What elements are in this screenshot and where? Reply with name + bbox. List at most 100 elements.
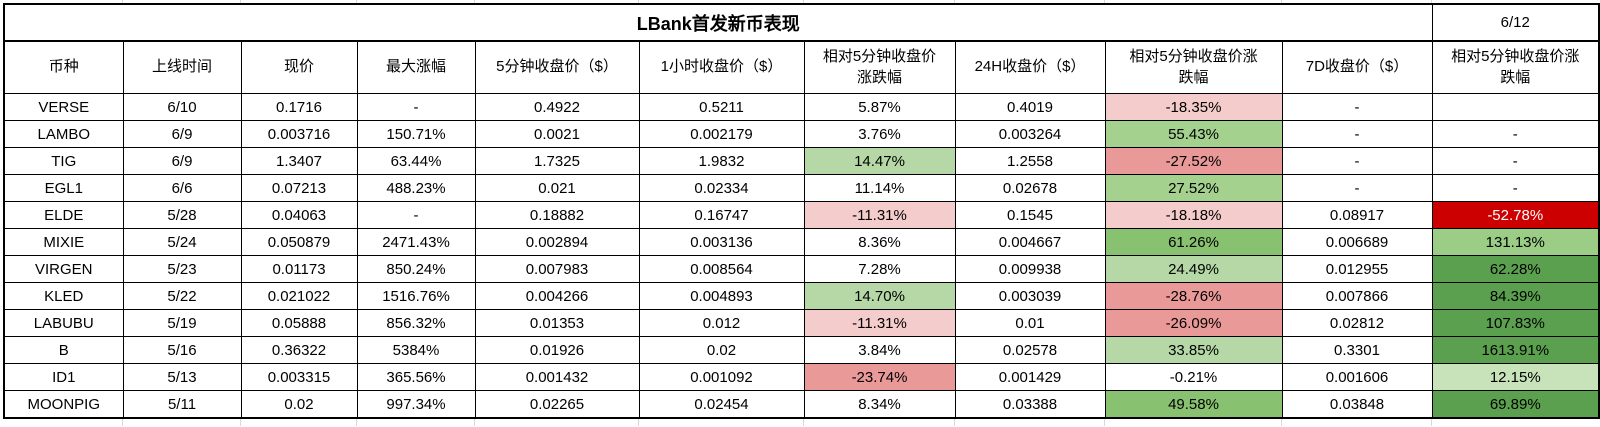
table-cell[interactable]: 107.83%	[1431, 309, 1600, 337]
table-cell[interactable]: 5/28	[122, 201, 242, 229]
table-cell[interactable]: ELDE	[3, 201, 124, 229]
table-cell[interactable]: 1.2558	[954, 147, 1106, 175]
table-cell[interactable]: 11.14%	[803, 174, 956, 202]
table-cell[interactable]: 69.89%	[1431, 390, 1600, 419]
table-cell[interactable]: 1.3407	[240, 147, 358, 175]
table-cell[interactable]: 997.34%	[356, 390, 476, 419]
table-cell[interactable]: 0.008564	[638, 255, 805, 283]
table-cell[interactable]: 5/23	[122, 255, 242, 283]
table-cell[interactable]: 0.01353	[474, 309, 640, 337]
table-cell[interactable]: 1613.91%	[1431, 336, 1600, 364]
table-cell[interactable]: 0.01173	[240, 255, 358, 283]
table-cell[interactable]: 63.44%	[356, 147, 476, 175]
column-header[interactable]: 币种	[3, 40, 124, 94]
table-cell[interactable]: 5.87%	[803, 93, 956, 121]
table-cell[interactable]: 0.07213	[240, 174, 358, 202]
table-cell[interactable]: 0.004667	[954, 228, 1106, 256]
table-cell[interactable]: 62.28%	[1431, 255, 1600, 283]
table-cell[interactable]: 1.9832	[638, 147, 805, 175]
table-cell[interactable]: 0.01926	[474, 336, 640, 364]
table-cell[interactable]: -	[356, 93, 476, 121]
table-cell[interactable]: 131.13%	[1431, 228, 1600, 256]
table-cell[interactable]: 0.001432	[474, 363, 640, 391]
table-cell[interactable]: 0.18882	[474, 201, 640, 229]
table-cell[interactable]: -52.78%	[1431, 201, 1600, 229]
table-cell[interactable]: -11.31%	[803, 201, 956, 229]
table-cell[interactable]: 0.0021	[474, 120, 640, 148]
column-header[interactable]: 现价	[240, 40, 358, 94]
table-cell[interactable]: 8.34%	[803, 390, 956, 419]
table-cell[interactable]: 0.003136	[638, 228, 805, 256]
column-header[interactable]: 7D收盘价（$）	[1281, 40, 1433, 94]
table-cell[interactable]: 14.47%	[803, 147, 956, 175]
table-cell[interactable]: 0.004893	[638, 282, 805, 310]
table-cell[interactable]: ID1	[3, 363, 124, 391]
table-cell[interactable]: 5/24	[122, 228, 242, 256]
table-cell[interactable]: 0.16747	[638, 201, 805, 229]
table-cell[interactable]: 0.001606	[1281, 363, 1433, 391]
table-title[interactable]: LBank首发新币表现	[3, 3, 1433, 42]
table-cell[interactable]: -27.52%	[1104, 147, 1283, 175]
table-cell[interactable]: 850.24%	[356, 255, 476, 283]
table-cell[interactable]: 0.1716	[240, 93, 358, 121]
table-cell[interactable]: 61.26%	[1104, 228, 1283, 256]
table-cell[interactable]: 0.003039	[954, 282, 1106, 310]
column-header[interactable]: 5分钟收盘价（$）	[474, 40, 640, 94]
table-cell[interactable]: -18.18%	[1104, 201, 1283, 229]
table-cell[interactable]: 0.3301	[1281, 336, 1433, 364]
table-cell[interactable]: 6/6	[122, 174, 242, 202]
table-cell[interactable]: -23.74%	[803, 363, 956, 391]
column-header[interactable]: 相对5分钟收盘价 涨跌幅	[803, 40, 956, 94]
table-cell[interactable]: 0.01	[954, 309, 1106, 337]
table-cell[interactable]: 0.02678	[954, 174, 1106, 202]
table-cell[interactable]: 0.02812	[1281, 309, 1433, 337]
table-cell[interactable]: 5384%	[356, 336, 476, 364]
table-cell[interactable]: -26.09%	[1104, 309, 1283, 337]
table-cell[interactable]: -	[1281, 174, 1433, 202]
table-cell[interactable]: 0.02265	[474, 390, 640, 419]
table-cell[interactable]: 1516.76%	[356, 282, 476, 310]
table-cell[interactable]: -	[1281, 147, 1433, 175]
table-cell[interactable]: VIRGEN	[3, 255, 124, 283]
table-cell[interactable]: 14.70%	[803, 282, 956, 310]
column-header[interactable]: 相对5分钟收盘价涨 跌幅	[1431, 40, 1600, 94]
table-cell[interactable]	[1431, 93, 1600, 121]
column-header[interactable]: 最大涨幅	[356, 40, 476, 94]
table-cell[interactable]: 0.02	[240, 390, 358, 419]
table-cell[interactable]: 0.4922	[474, 93, 640, 121]
table-cell[interactable]: 0.007866	[1281, 282, 1433, 310]
table-cell[interactable]: 0.02	[638, 336, 805, 364]
table-cell[interactable]: 0.050879	[240, 228, 358, 256]
table-cell[interactable]: 33.85%	[1104, 336, 1283, 364]
table-cell[interactable]: 0.4019	[954, 93, 1106, 121]
table-cell[interactable]: 0.03848	[1281, 390, 1433, 419]
table-cell[interactable]: B	[3, 336, 124, 364]
table-cell[interactable]: 5/11	[122, 390, 242, 419]
table-cell[interactable]: 7.28%	[803, 255, 956, 283]
table-cell[interactable]: TIG	[3, 147, 124, 175]
table-cell[interactable]: 8.36%	[803, 228, 956, 256]
table-cell[interactable]: 5/13	[122, 363, 242, 391]
table-cell[interactable]: 3.84%	[803, 336, 956, 364]
table-cell[interactable]: 49.58%	[1104, 390, 1283, 419]
table-cell[interactable]: 0.009938	[954, 255, 1106, 283]
column-header[interactable]: 相对5分钟收盘价涨 跌幅	[1104, 40, 1283, 94]
table-cell[interactable]: 0.006689	[1281, 228, 1433, 256]
table-cell[interactable]: -	[356, 201, 476, 229]
table-cell[interactable]: 0.002894	[474, 228, 640, 256]
table-cell[interactable]: 0.03388	[954, 390, 1106, 419]
table-cell[interactable]: 0.1545	[954, 201, 1106, 229]
table-cell[interactable]: 6/10	[122, 93, 242, 121]
table-cell[interactable]: 6/9	[122, 120, 242, 148]
table-cell[interactable]: -28.76%	[1104, 282, 1283, 310]
table-cell[interactable]: 0.021	[474, 174, 640, 202]
table-cell[interactable]: 0.05888	[240, 309, 358, 337]
table-cell[interactable]: EGL1	[3, 174, 124, 202]
table-cell[interactable]: MIXIE	[3, 228, 124, 256]
table-cell[interactable]: 0.02454	[638, 390, 805, 419]
table-cell[interactable]: 84.39%	[1431, 282, 1600, 310]
table-cell[interactable]: 0.003716	[240, 120, 358, 148]
column-header[interactable]: 24H收盘价（$）	[954, 40, 1106, 94]
table-cell[interactable]: 0.003264	[954, 120, 1106, 148]
table-cell[interactable]: 0.001092	[638, 363, 805, 391]
